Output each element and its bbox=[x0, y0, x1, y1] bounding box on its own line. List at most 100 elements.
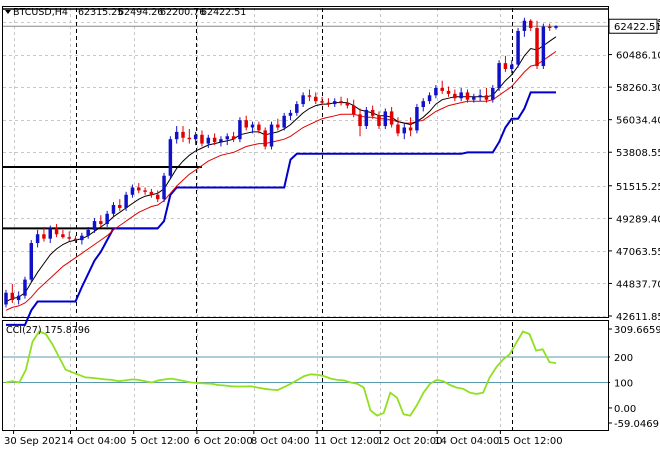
candle-body bbox=[510, 64, 514, 69]
candle bbox=[42, 226, 46, 242]
candle bbox=[238, 117, 242, 143]
candle bbox=[364, 107, 369, 129]
candle bbox=[174, 126, 179, 144]
cci-tick-label: -59.0469 bbox=[614, 419, 659, 430]
triangle-down-icon bbox=[5, 10, 11, 14]
candle-body bbox=[80, 235, 84, 241]
price-tick-label: 56034.40 bbox=[616, 116, 660, 127]
candle-body bbox=[86, 229, 90, 236]
candle-body bbox=[528, 20, 533, 29]
price-tick-label: 58260.30 bbox=[616, 83, 660, 94]
candle-body bbox=[351, 105, 356, 115]
candle bbox=[105, 210, 109, 227]
candle-body bbox=[547, 26, 552, 29]
candle-body bbox=[535, 28, 539, 67]
cci-tick-label: 309.6659 bbox=[614, 325, 660, 336]
candle bbox=[522, 17, 527, 37]
candle-body bbox=[396, 124, 400, 134]
candle-body bbox=[29, 243, 34, 280]
candle-body bbox=[193, 134, 198, 140]
candle bbox=[396, 117, 400, 137]
price-axis: 62712.2560486.1058260.3056034.4053808.55… bbox=[608, 18, 660, 323]
candle bbox=[181, 126, 185, 143]
candle-body bbox=[244, 120, 248, 128]
candle bbox=[415, 104, 419, 134]
candle-body bbox=[389, 111, 394, 125]
candle-body bbox=[206, 137, 211, 144]
candle-body bbox=[522, 20, 527, 31]
candle bbox=[99, 215, 103, 227]
candle bbox=[276, 118, 280, 131]
candle bbox=[320, 96, 324, 106]
time-tick-label: 15 Oct 12:00 bbox=[497, 436, 562, 447]
candle bbox=[339, 96, 343, 106]
time-tick-label: 8 Oct 04:00 bbox=[251, 436, 310, 447]
candle-body bbox=[459, 92, 463, 99]
candle bbox=[168, 136, 173, 179]
price-tick-label: 51515.25 bbox=[616, 182, 660, 193]
candle-body bbox=[118, 205, 122, 208]
candle bbox=[250, 121, 255, 134]
candle bbox=[219, 136, 223, 147]
candle bbox=[491, 85, 495, 103]
candle-body bbox=[314, 96, 318, 102]
candle-body bbox=[54, 228, 59, 235]
time-tick-label: 14 Oct 04:00 bbox=[434, 436, 499, 447]
price-tick-label: 47063.55 bbox=[616, 247, 660, 258]
candle-body bbox=[440, 87, 444, 91]
candle-body bbox=[137, 187, 141, 191]
candle-body bbox=[307, 95, 312, 97]
candle bbox=[130, 184, 135, 198]
time-axis: 30 Sep 2021 4 Oct 04:00 5 Oct 12:00 6 Oct 2… bbox=[4, 430, 563, 447]
time-tick-label: 4 Oct 04:00 bbox=[67, 436, 126, 447]
candle-body bbox=[516, 30, 520, 65]
candle bbox=[212, 133, 217, 146]
candle-body bbox=[434, 87, 438, 96]
candle-body bbox=[421, 101, 425, 108]
candle bbox=[269, 121, 274, 150]
candle-body bbox=[301, 95, 305, 105]
candle bbox=[370, 105, 375, 119]
candle bbox=[453, 89, 457, 102]
candle-body bbox=[446, 90, 451, 94]
candle-body bbox=[257, 124, 261, 131]
grid-lines bbox=[3, 8, 608, 430]
candle-body bbox=[427, 95, 432, 102]
candle-body bbox=[111, 205, 116, 214]
cci-tick-label: 100 bbox=[614, 378, 633, 389]
candle-body bbox=[225, 136, 230, 140]
candle bbox=[143, 187, 147, 195]
candle bbox=[149, 188, 154, 198]
price-tick-label: 49289.40 bbox=[616, 214, 660, 225]
candle bbox=[187, 128, 192, 144]
candle bbox=[440, 80, 444, 94]
candle-body bbox=[364, 109, 369, 127]
candle bbox=[48, 225, 52, 244]
candle-body bbox=[149, 191, 154, 195]
candle bbox=[263, 127, 267, 150]
candle-body bbox=[35, 234, 40, 244]
candle bbox=[465, 89, 470, 103]
candle-body bbox=[370, 109, 375, 116]
price-tick-label: 53808.55 bbox=[616, 148, 660, 159]
candle-body bbox=[484, 95, 489, 100]
candle-body bbox=[92, 221, 97, 230]
candle-body bbox=[345, 102, 350, 106]
candle bbox=[118, 199, 122, 211]
candle-body bbox=[472, 96, 476, 100]
candle-body bbox=[263, 130, 267, 147]
candle bbox=[16, 291, 21, 305]
candle-body bbox=[295, 104, 299, 113]
candle bbox=[92, 218, 97, 233]
cci-series bbox=[3, 330, 608, 417]
candle bbox=[478, 89, 482, 102]
candle-body bbox=[130, 187, 135, 195]
candle-body bbox=[99, 221, 103, 225]
candle-body bbox=[73, 238, 78, 241]
cci-level-tag bbox=[610, 350, 630, 363]
candle-body bbox=[497, 63, 501, 88]
candle-body bbox=[61, 234, 65, 238]
candle-body bbox=[4, 292, 8, 305]
moving-averages bbox=[5, 36, 557, 311]
candle-body bbox=[250, 124, 255, 128]
